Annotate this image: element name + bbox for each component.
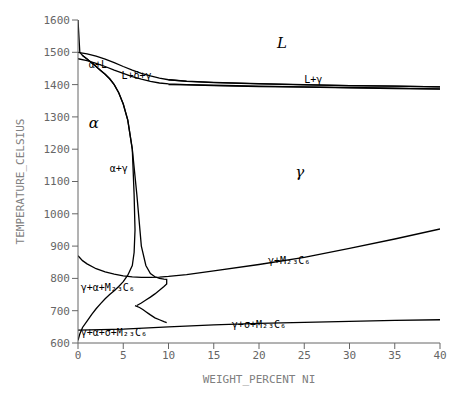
svg-text:γ+M₂₃C₆: γ+M₂₃C₆ xyxy=(268,255,310,266)
svg-text:TEMPERATURE_CELSIUS: TEMPERATURE_CELSIUS xyxy=(14,119,27,245)
svg-text:1500: 1500 xyxy=(44,46,71,59)
svg-text:800: 800 xyxy=(50,272,70,285)
svg-text:700: 700 xyxy=(50,305,70,318)
svg-text:γ+α+σ+M₂₃C₆: γ+α+σ+M₂₃C₆ xyxy=(81,327,147,338)
svg-text:1000: 1000 xyxy=(44,208,71,221)
svg-text:α+γ: α+γ xyxy=(110,163,128,174)
svg-text:γ: γ xyxy=(295,163,304,181)
svg-text:25: 25 xyxy=(298,349,311,362)
svg-text:900: 900 xyxy=(50,240,70,253)
svg-text:L: L xyxy=(276,34,287,52)
svg-text:α: α xyxy=(89,114,99,132)
svg-text:15: 15 xyxy=(207,349,220,362)
svg-text:600: 600 xyxy=(50,337,70,350)
svg-text:20: 20 xyxy=(252,349,265,362)
svg-text:5: 5 xyxy=(120,349,127,362)
svg-text:γ+σ+M₂₃C₆: γ+σ+M₂₃C₆ xyxy=(232,319,286,330)
svg-text:40: 40 xyxy=(433,349,446,362)
svg-text:1100: 1100 xyxy=(44,175,71,188)
svg-text:1400: 1400 xyxy=(44,79,71,92)
svg-text:γ+α+M₂₃C₆: γ+α+M₂₃C₆ xyxy=(81,282,135,293)
svg-text:10: 10 xyxy=(162,349,175,362)
svg-text:α+L: α+L xyxy=(89,59,107,70)
svg-text:1600: 1600 xyxy=(44,14,71,27)
svg-text:L+δ+γ: L+δ+γ xyxy=(121,70,151,81)
svg-text:L+γ: L+γ xyxy=(304,74,322,85)
svg-text:1200: 1200 xyxy=(44,143,71,156)
svg-text:30: 30 xyxy=(343,349,356,362)
svg-text:1300: 1300 xyxy=(44,111,71,124)
svg-text:0: 0 xyxy=(75,349,82,362)
svg-text:35: 35 xyxy=(388,349,401,362)
svg-text:WEIGHT_PERCENT NI: WEIGHT_PERCENT NI xyxy=(203,373,316,386)
